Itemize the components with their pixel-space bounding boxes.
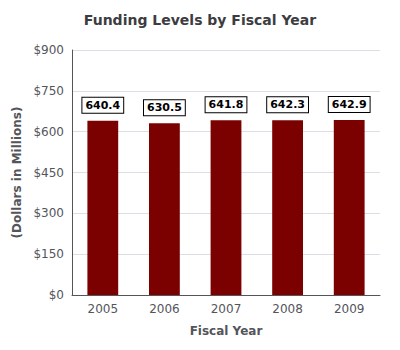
svg-text:642.3: 642.3 [270,98,305,111]
svg-text:2006: 2006 [149,302,180,316]
svg-text:2009: 2009 [334,302,365,316]
svg-text:$750: $750 [33,84,64,98]
svg-text:642.9: 642.9 [332,98,367,111]
svg-text:$900: $900 [33,43,64,57]
svg-text:$600: $600 [33,125,64,139]
svg-text:$450: $450 [33,166,64,180]
svg-text:$0: $0 [49,288,64,302]
svg-text:2005: 2005 [88,302,119,316]
svg-text:641.8: 641.8 [209,98,244,111]
svg-text:640.4: 640.4 [85,99,120,112]
svg-text:2008: 2008 [272,302,303,316]
svg-text:$300: $300 [33,206,64,220]
svg-text:Funding Levels by Fiscal Year: Funding Levels by Fiscal Year [84,12,316,28]
svg-text:Fiscal Year: Fiscal Year [190,324,263,338]
svg-text:2007: 2007 [211,302,242,316]
svg-text:(Dollars in Millions): (Dollars in Millions) [10,107,24,239]
svg-text:$150: $150 [33,247,64,261]
svg-text:630.5: 630.5 [147,101,182,114]
